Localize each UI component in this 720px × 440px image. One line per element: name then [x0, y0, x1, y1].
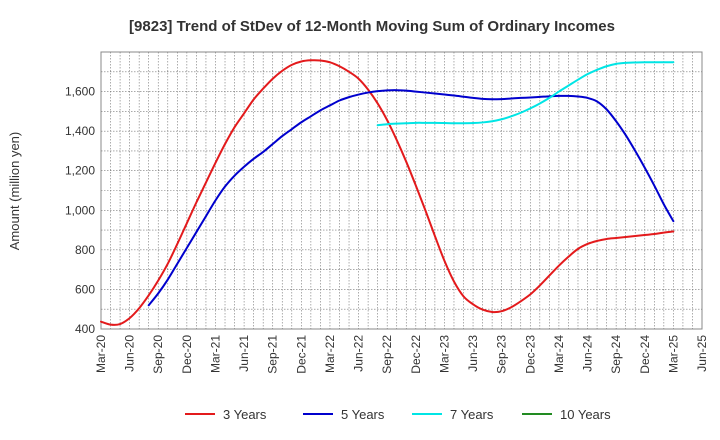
x-tick-label: Sep-23 [495, 335, 509, 374]
legend-label-5-years: 5 Years [341, 407, 385, 422]
y-axis-ticks: 400 600 800 1,000 1,200 1,400 1,600 [65, 85, 95, 336]
series-line-7-years [376, 61, 675, 127]
x-tick-label: Jun-22 [352, 335, 366, 372]
legend-label-3-years: 3 Years [223, 407, 267, 422]
x-tick-label: Dec-22 [409, 335, 423, 374]
y-axis-label: Amount (million yen) [7, 132, 22, 251]
x-tick-label: Mar-24 [552, 335, 566, 373]
y-tick-label: 800 [75, 243, 95, 257]
x-axis-ticks: Mar-20 Jun-20 Sep-20 Dec-20 Mar-21 Jun-21 Sep-… [94, 335, 709, 374]
x-tick-label: Jun-24 [581, 335, 595, 372]
x-tick-label: Mar-22 [323, 335, 337, 373]
series-line-5-years [147, 89, 675, 307]
x-tick-label: Sep-24 [609, 335, 623, 374]
x-tick-label: Dec-23 [523, 335, 537, 374]
y-tick-label: 600 [75, 282, 95, 296]
legend: 3 Years 5 Years 7 Years 10 Years [185, 407, 611, 422]
chart-title: [9823] Trend of StDev of 12-Month Moving… [129, 18, 615, 35]
y-tick-label: 1,600 [65, 85, 95, 99]
x-tick-label: Dec-20 [180, 335, 194, 374]
legend-label-7-years: 7 Years [450, 407, 494, 422]
x-tick-label: Jun-23 [466, 335, 480, 372]
x-tick-label: Sep-22 [380, 335, 394, 374]
x-tick-label: Jun-21 [237, 335, 251, 372]
x-tick-label: Dec-21 [294, 335, 308, 374]
x-tick-label: Sep-21 [266, 335, 280, 374]
y-tick-label: 400 [75, 322, 95, 336]
x-tick-label: Mar-20 [94, 335, 108, 373]
y-tick-label: 1,200 [65, 164, 95, 178]
x-tick-label: Mar-25 [666, 335, 680, 373]
x-tick-label: Sep-20 [151, 335, 165, 374]
series-lines [100, 59, 675, 326]
legend-label-10-years: 10 Years [560, 407, 611, 422]
y-tick-label: 1,000 [65, 203, 95, 217]
y-tick-label: 1,400 [65, 124, 95, 138]
series-line-3-years [100, 59, 675, 326]
x-tick-label: Jun-20 [123, 335, 137, 372]
x-tick-label: Mar-23 [437, 335, 451, 373]
x-tick-label: Dec-24 [638, 335, 652, 374]
x-tick-label: Mar-21 [208, 335, 222, 373]
x-tick-label: Jun-25 [695, 335, 709, 372]
